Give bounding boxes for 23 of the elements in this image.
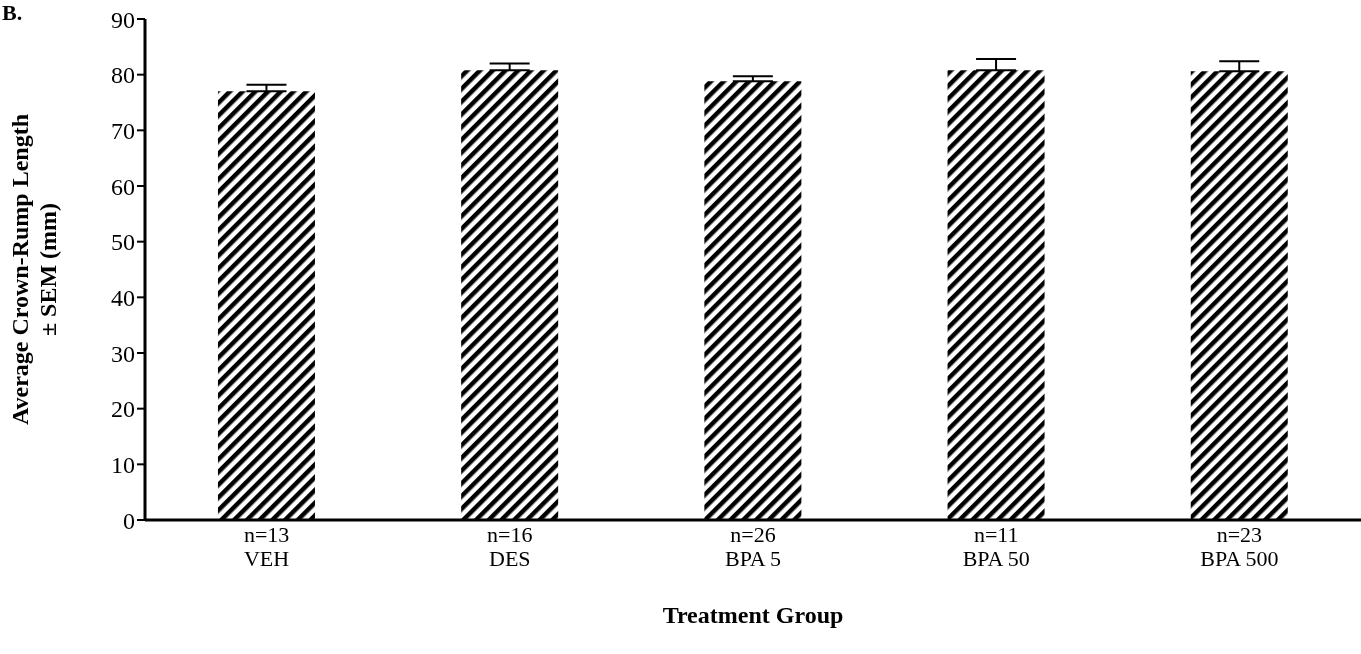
x-tick-label: n=16 DES — [487, 522, 533, 571]
x-tick-label: n=23 BPA 500 — [1200, 522, 1279, 571]
y-tick-label: 40 — [111, 284, 135, 311]
y-tick-label: 90 — [111, 6, 135, 33]
text: B. — [2, 0, 23, 26]
x-tick-label: n=13 VEH — [243, 522, 290, 571]
y-tick-label: 10 — [111, 451, 135, 478]
bar — [1190, 71, 1288, 520]
y-axis-title: Average Crown-Rump Length ± SEM (mm) — [7, 113, 61, 426]
y-tick-label: 20 — [111, 396, 135, 423]
bar — [704, 81, 802, 520]
y-tick-label: 0 — [123, 507, 135, 534]
y-tick-label: 60 — [111, 173, 135, 200]
bar — [217, 91, 315, 520]
bar — [461, 70, 559, 520]
bar — [947, 70, 1045, 520]
y-tick-label: 80 — [111, 62, 135, 89]
x-tick-label: n=11 BPA 50 — [962, 522, 1030, 571]
y-tick-label: 50 — [111, 229, 135, 256]
y-tick-label: 70 — [111, 117, 135, 144]
y-tick-label: 30 — [111, 340, 135, 367]
x-axis-title: Treatment Group — [661, 602, 845, 629]
x-tick-label: n=26 BPA 5 — [724, 522, 782, 571]
